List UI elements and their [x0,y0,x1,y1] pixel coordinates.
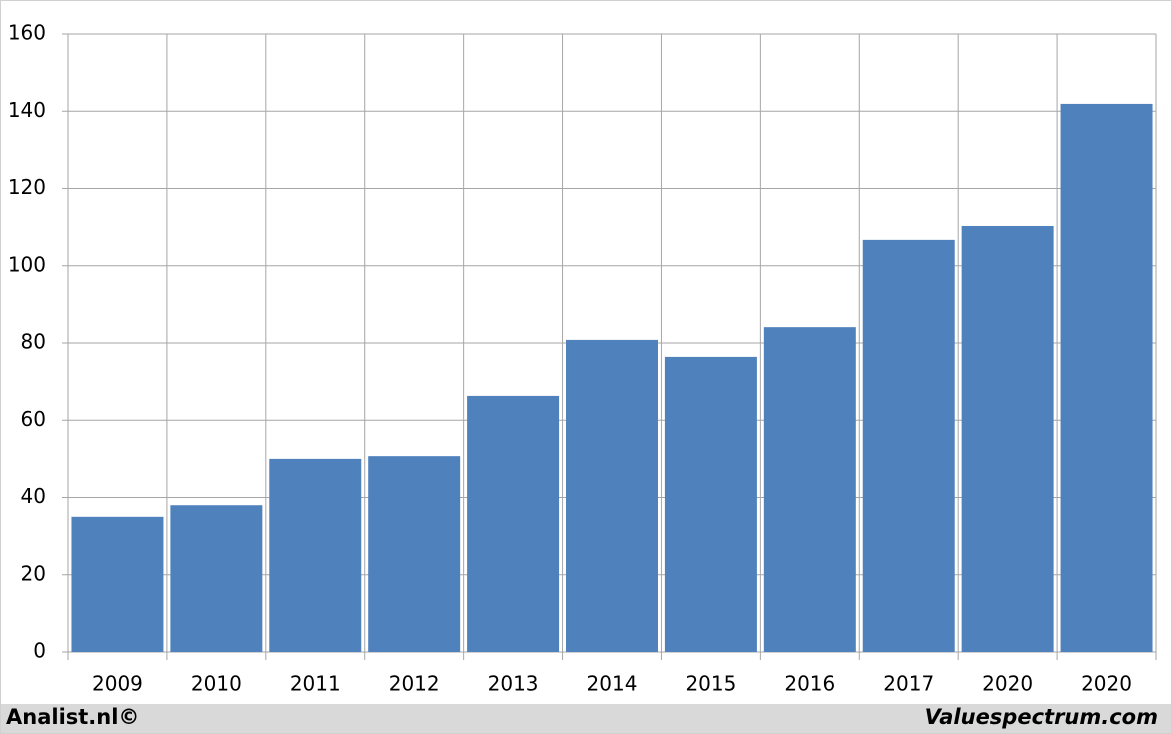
y-tick-label: 0 [33,639,46,663]
bar [368,456,461,652]
x-tick-label: 2017 [883,672,934,696]
y-tick-label: 20 [21,561,46,585]
x-tick-label: 2020 [1081,672,1132,696]
y-tick-label: 100 [8,252,46,276]
bar [1060,103,1153,652]
x-tick-label: 2016 [784,672,835,696]
bar [961,225,1054,652]
y-tick-label: 80 [21,330,46,354]
y-tick-label: 40 [21,484,46,508]
y-tick-label: 160 [8,21,46,45]
bar [71,516,164,652]
x-tick-label: 2009 [92,672,143,696]
y-tick-label: 120 [8,175,46,199]
x-tick-label: 2020 [982,672,1033,696]
x-tick-label: 2015 [685,672,736,696]
bar [862,239,955,652]
footer-right: Valuespectrum.com [925,705,1158,729]
bar [170,505,263,652]
x-tick-label: 2010 [191,672,242,696]
x-tick-label: 2013 [488,672,539,696]
x-tick-label: 2011 [290,672,341,696]
bar [467,395,560,652]
bar [664,356,757,652]
x-tick-label: 2014 [587,672,638,696]
bar [269,458,362,652]
bar [763,327,856,652]
y-tick-label: 60 [21,407,46,431]
bar [566,339,658,652]
footer-bar [1,704,1171,733]
x-tick-label: 2012 [389,672,440,696]
footer-left: Analist.nl© [6,705,139,729]
y-tick-label: 140 [8,98,46,122]
